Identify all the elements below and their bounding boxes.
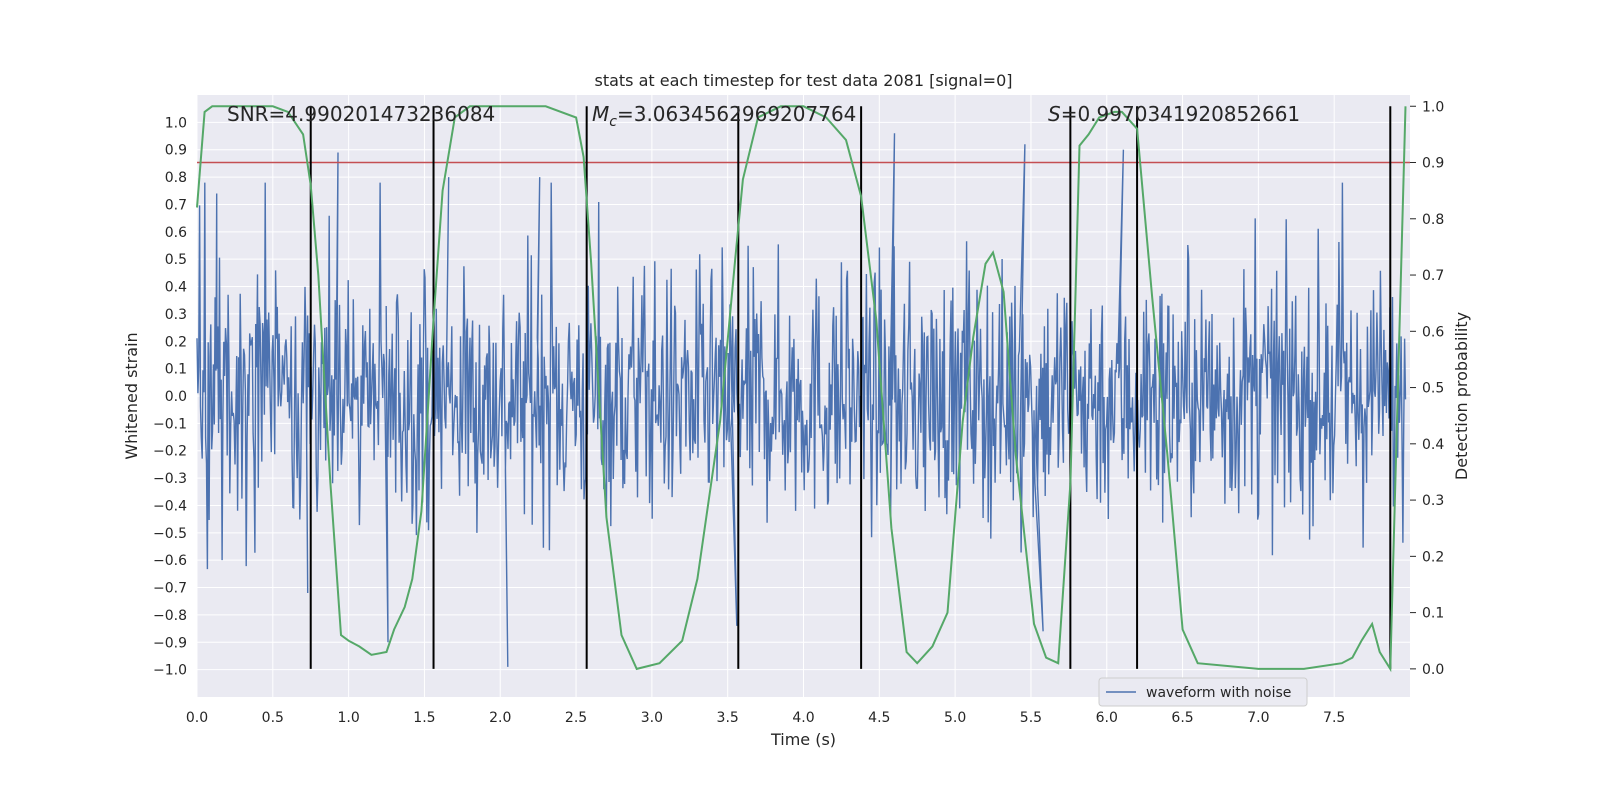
y2-tick-label: 0.9 — [1422, 156, 1444, 172]
mc-symbol: M — [592, 102, 609, 126]
x-tick-label: 5.5 — [1020, 710, 1042, 726]
snr-annotation: SNR=4.990201473236084 — [227, 102, 495, 126]
y2-tick-label: 0.6 — [1422, 324, 1444, 340]
y2-tick-label: 0.3 — [1422, 493, 1444, 509]
x-tick-label: 4.5 — [868, 710, 890, 726]
probability-line — [196, 105, 1407, 673]
legend-entry-waveform: waveform with noise — [1146, 685, 1291, 701]
x-tick-label: 0.5 — [262, 710, 284, 726]
y-tick-label: 0.2 — [165, 334, 187, 350]
legend-box — [1098, 677, 1308, 707]
y-tick-label: −0.5 — [153, 526, 187, 542]
chart-title: stats at each timestep for test data 208… — [594, 71, 1012, 90]
y-tick-label: 0.0 — [165, 389, 187, 405]
y-tick-label: 0.7 — [165, 197, 187, 213]
chirp-mass-annotation: Mc=3.0634562969207764 — [592, 102, 856, 130]
x-tick-label: 1.5 — [413, 710, 435, 726]
y2-tick-label: 0.5 — [1422, 381, 1444, 397]
timestep-markers — [309, 106, 1392, 669]
x-tick-label: 7.5 — [1323, 710, 1345, 726]
x-tick-label: 7.0 — [1247, 710, 1269, 726]
y-tick-label: −0.3 — [153, 471, 187, 487]
y-tick-label: −0.2 — [153, 444, 187, 460]
y-tick-label: 0.5 — [165, 252, 187, 268]
x-tick-label: 0.0 — [186, 710, 208, 726]
y-tick-label: −1.0 — [153, 663, 187, 679]
y-tick-label: 0.4 — [165, 280, 187, 296]
y-tick-label: 0.3 — [165, 307, 187, 323]
x-axis-label: Time (s) — [770, 730, 836, 749]
y-tick-label: 0.6 — [165, 225, 187, 241]
x-tick-label: 3.0 — [641, 710, 663, 726]
y-tick-label: −0.4 — [153, 498, 187, 514]
y2-tick-label: 0.1 — [1422, 606, 1444, 622]
mc-subscript: c — [609, 114, 617, 130]
mc-value: =3.0634562969207764 — [617, 102, 856, 126]
legend: waveform with noise — [1098, 677, 1308, 707]
waveform-series — [196, 133, 1407, 667]
y-tick-label: 0.1 — [165, 362, 187, 378]
axis-ticks: 1.0 0.9 0.8 0.7 0.6 0.5 0.4 0.3 0.2 0.1 0.0 −0.1 −0.… — [153, 99, 1444, 726]
s-value: =0.9970341920852661 — [1061, 102, 1300, 126]
x-tick-label: 6.5 — [1171, 710, 1193, 726]
y2-tick-label: 0.2 — [1422, 549, 1444, 565]
y2-tick-label: 1.0 — [1422, 99, 1444, 115]
x-tick-label: 5.0 — [944, 710, 966, 726]
s-symbol: S — [1048, 102, 1061, 126]
x-tick-label: 2.5 — [565, 710, 587, 726]
x-tick-label: 2.0 — [489, 710, 511, 726]
y-tick-label: −0.7 — [153, 581, 187, 597]
y2-tick-label: 0.0 — [1422, 662, 1444, 678]
y-tick-label: 0.8 — [165, 170, 187, 186]
probability-series — [196, 105, 1407, 673]
y2-tick-label: 0.8 — [1422, 212, 1444, 228]
y-tick-label: −0.8 — [153, 608, 187, 624]
y-axis-label: Whitened strain — [122, 332, 141, 459]
x-tick-label: 3.5 — [717, 710, 739, 726]
y2-tick-label: 0.7 — [1422, 268, 1444, 284]
y2-axis-label: Detection probability — [1452, 312, 1471, 480]
y-tick-label: 1.0 — [165, 115, 187, 131]
waveform-line — [196, 133, 1407, 667]
x-tick-label: 1.0 — [337, 710, 359, 726]
s-annotation: S=0.9970341920852661 — [1048, 102, 1300, 126]
x-tick-label: 6.0 — [1096, 710, 1118, 726]
y-tick-label: −0.6 — [153, 553, 187, 569]
y2-tick-label: 0.4 — [1422, 437, 1444, 453]
y-tick-label: 0.9 — [165, 143, 187, 159]
y-tick-label: −0.9 — [153, 635, 187, 651]
x-tick-label: 4.0 — [792, 710, 814, 726]
y-tick-label: −0.1 — [153, 416, 187, 432]
